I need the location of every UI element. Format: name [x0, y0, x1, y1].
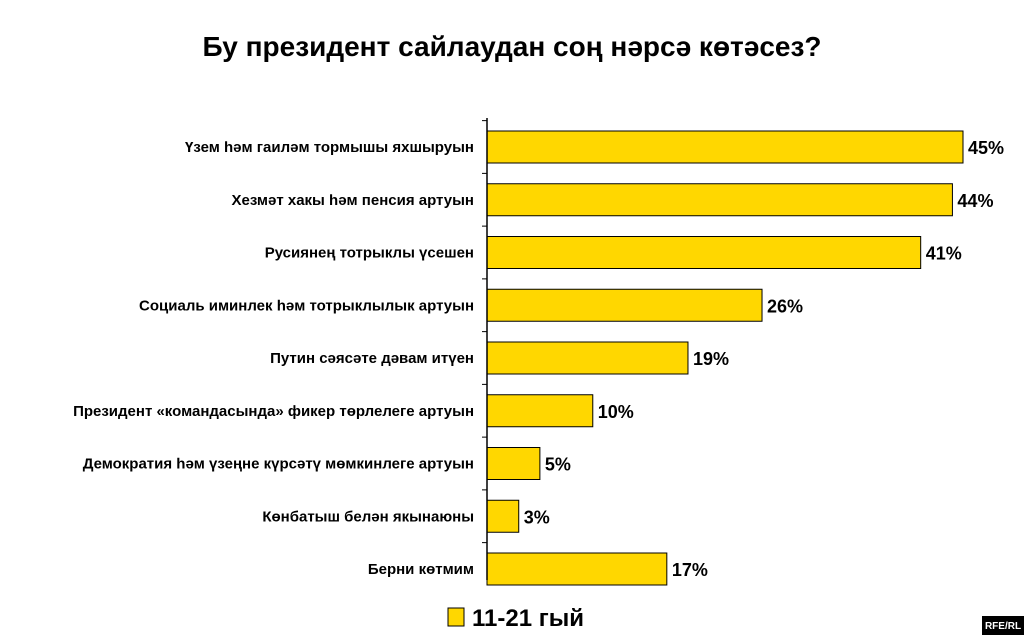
- value-label: 5%: [545, 455, 571, 475]
- bar: [486, 236, 922, 269]
- value-label: 45%: [968, 138, 1004, 158]
- category-label: Үзем һәм гаиләм тормышы яхшыруын: [185, 139, 474, 156]
- chart-title: Бу президент сайлаудан соң нәрсә көтәсез…: [203, 31, 822, 62]
- value-label: 44%: [957, 191, 993, 211]
- bar: [486, 499, 520, 533]
- credit-badge: RFE/RL: [982, 616, 1024, 635]
- legend-swatch: [447, 607, 465, 627]
- value-label: 26%: [767, 296, 803, 316]
- bar: [486, 130, 964, 164]
- category-label: Берни көтмим: [368, 561, 474, 578]
- bars-layer: Үзем һәм гаиләм тормышы яхшыруын 45% Хезмә…: [73, 120, 1004, 586]
- bar: [486, 552, 668, 586]
- value-label: 41%: [926, 244, 962, 264]
- bar: [486, 394, 594, 428]
- category-label: Русиянең тотрыклы үсешен: [265, 245, 474, 262]
- bar: [486, 341, 689, 375]
- value-label: 10%: [598, 402, 634, 422]
- legend: 11-21 гый: [447, 605, 584, 632]
- category-label: Хезмәт хакы һәм пенсия артуын: [231, 192, 474, 209]
- value-label: 17%: [672, 560, 708, 580]
- category-label: Демократия һәм үзеңне күрсәтү мөмкинлеге…: [83, 456, 474, 473]
- credit-text: RFE/RL: [985, 621, 1021, 632]
- bar: [486, 447, 541, 480]
- category-label: Путин сәясәте дәвам итүен: [270, 350, 474, 367]
- value-label: 3%: [524, 507, 550, 527]
- category-label: Социаль иминлек һәм тотрыклылык артуын: [139, 297, 474, 314]
- bar: [486, 183, 953, 217]
- category-label: Көнбатыш белән якынаюны: [262, 508, 474, 525]
- category-label: Президент «командасында» фикер төрлелеге…: [73, 403, 474, 420]
- bar: [486, 288, 763, 322]
- legend-label: 11-21 гый: [472, 605, 584, 632]
- value-label: 19%: [693, 349, 729, 369]
